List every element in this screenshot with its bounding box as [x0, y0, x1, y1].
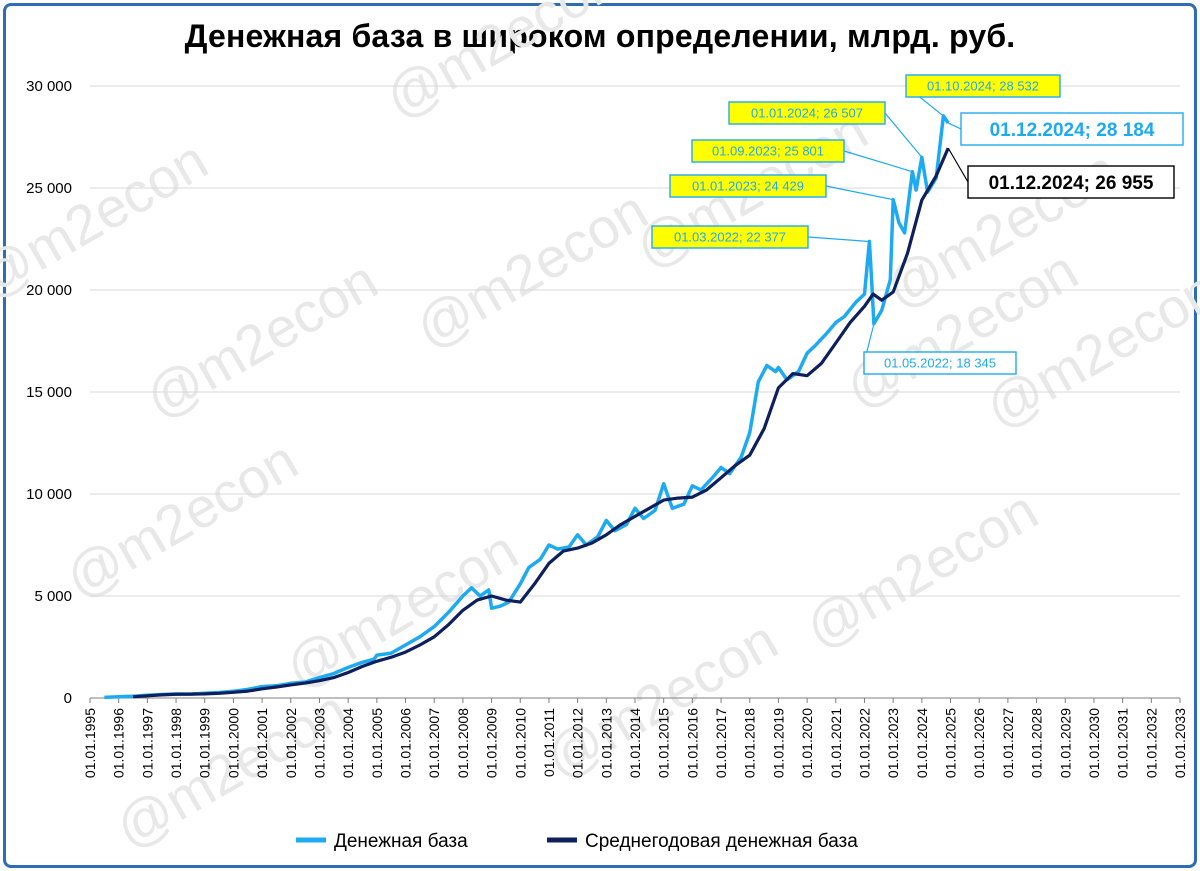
- annotation-label: 01.09.2023; 25 801: [712, 144, 824, 159]
- x-tick-label: 01.01.2005: [369, 708, 385, 778]
- annotation-box: [905, 74, 1061, 98]
- annotation-box: [651, 225, 809, 249]
- watermark-text: @m2econ: [135, 248, 388, 431]
- annotation-leader: [947, 147, 969, 183]
- annotation-leader: [825, 185, 894, 201]
- x-tick-label: 01.01.2011: [541, 708, 557, 777]
- x-tick-label: 01.01.2003: [311, 708, 327, 778]
- x-tick-label: 01.01.2001: [254, 708, 270, 778]
- x-tick-label: 01.01.2010: [512, 708, 528, 778]
- x-tick-label: 01.01.2013: [598, 708, 614, 778]
- watermark-text: @m2econ: [275, 518, 528, 701]
- y-tick-label: 15 000: [26, 384, 72, 401]
- watermark-text: @m2econ: [795, 478, 1048, 661]
- chart-title: Денежная база в широком определении, млр…: [184, 18, 1016, 54]
- x-tick-label: 01.01.2019: [770, 708, 786, 778]
- x-tick-label: 01.01.2025: [943, 708, 959, 778]
- annotation-leader: [947, 122, 962, 130]
- x-tick-label: 01.01.2021: [828, 708, 844, 778]
- annotation-box: [728, 101, 886, 125]
- y-tick-label: 30 000: [26, 78, 72, 95]
- x-tick-label: 01.01.2008: [455, 708, 471, 778]
- x-tick-label: 01.01.2029: [1057, 708, 1073, 778]
- x-tick-label: 01.01.2027: [1000, 708, 1016, 778]
- x-tick-label: 01.01.2032: [1143, 708, 1159, 778]
- chart-frame: [3, 3, 1197, 868]
- annotation-leader: [884, 112, 923, 158]
- x-tick-label: 01.01.2000: [225, 708, 241, 778]
- x-tick-label: 01.01.1998: [168, 708, 184, 778]
- watermark-text: @m2econ: [55, 428, 308, 611]
- x-tick-label: 01.01.2016: [684, 708, 700, 778]
- x-tick-label: 01.01.2023: [885, 708, 901, 778]
- y-tick-label: 0: [64, 690, 72, 707]
- annotation-label: 01.10.2024; 28 532: [927, 79, 1039, 94]
- y-tick-label: 25 000: [26, 180, 72, 197]
- annotation-label: 01.05.2022; 18 345: [884, 356, 996, 371]
- annotation-box: [691, 139, 845, 163]
- x-tick-label: 01.01.2012: [570, 708, 586, 778]
- watermark-text: @m2econ: [375, 0, 628, 130]
- x-tick-label: 01.01.2002: [283, 708, 299, 778]
- x-tick-label: 01.01.2022: [856, 708, 872, 778]
- annotation-box: [960, 112, 1184, 146]
- y-tick-label: 10 000: [26, 486, 72, 503]
- annotation-label: 01.12.2024; 28 184: [990, 120, 1155, 141]
- annotation-box: [669, 174, 827, 198]
- annotation-label: 01.01.2023; 24 429: [692, 179, 804, 194]
- x-tick-label: 01.01.2026: [971, 708, 987, 778]
- x-tick-label: 01.01.2024: [914, 708, 930, 778]
- x-tick-label: 01.01.2018: [742, 708, 758, 778]
- series-line-average: [132, 147, 950, 699]
- x-tick-label: 01.01.1995: [82, 708, 98, 778]
- x-tick-label: 01.01.2009: [484, 708, 500, 778]
- legend-label: Денежная база: [334, 831, 468, 852]
- x-tick-label: 01.01.2014: [627, 708, 643, 778]
- x-tick-label: 01.01.1997: [139, 708, 155, 778]
- x-tick-label: 01.01.2033: [1172, 708, 1188, 778]
- x-tick-label: 01.01.2030: [1086, 708, 1102, 778]
- x-tick-label: 01.01.2015: [656, 708, 672, 778]
- y-tick-label: 5 000: [34, 588, 72, 605]
- x-tick-label: 01.01.1996: [111, 708, 127, 778]
- annotation-label: 01.01.2024; 26 507: [751, 106, 863, 121]
- y-tick-label: 20 000: [26, 282, 72, 299]
- x-tick-label: 01.01.2031: [1115, 708, 1131, 778]
- x-tick-label: 01.01.2028: [1029, 708, 1045, 778]
- x-tick-label: 01.01.1999: [197, 708, 213, 778]
- legend-label: Среднегодовая денежная база: [585, 831, 858, 852]
- annotation-box: [967, 165, 1175, 199]
- x-tick-label: 01.01.2017: [713, 708, 729, 778]
- annotation-box: [863, 351, 1017, 375]
- x-tick-label: 01.01.2020: [799, 708, 815, 778]
- annotation-leader: [807, 236, 870, 243]
- watermark-text: @m2econ: [405, 178, 658, 361]
- annotation-label: 01.03.2022; 22 377: [674, 230, 786, 245]
- annotation-leader: [843, 150, 913, 173]
- x-tick-label: 01.01.2004: [340, 708, 356, 778]
- x-tick-label: 01.01.2006: [398, 708, 414, 778]
- x-tick-label: 01.01.2007: [426, 708, 442, 778]
- annotation-label: 01.12.2024; 26 955: [989, 173, 1154, 194]
